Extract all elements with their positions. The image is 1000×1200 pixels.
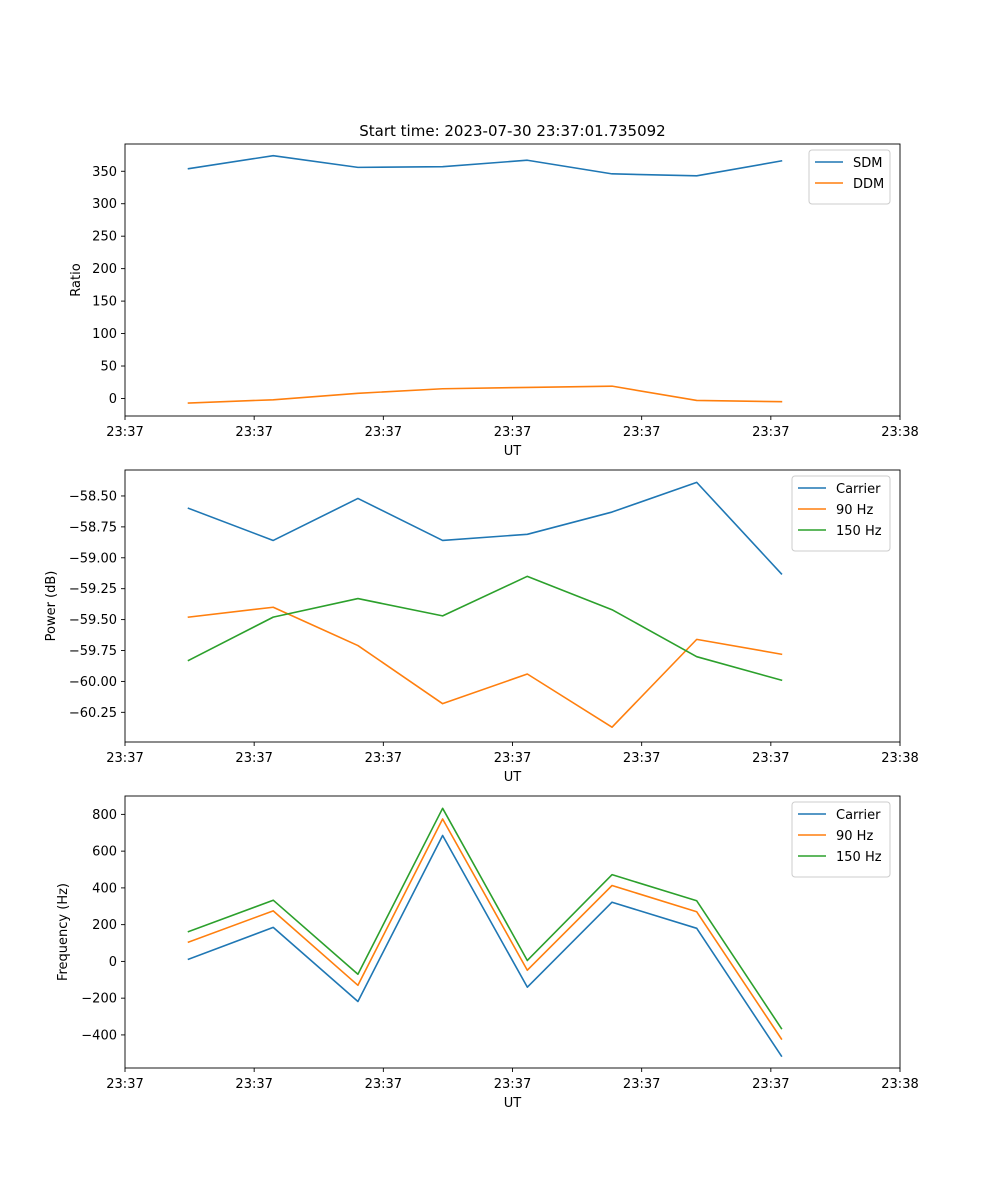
x-tick-label: 23:37 [494, 751, 531, 766]
legend: SDM DDM [808, 149, 891, 205]
series-line-ddm [187, 385, 783, 404]
legend-box [808, 149, 891, 205]
x-tick-label: 23:37 [235, 751, 272, 766]
legend-label: 90 Hz [836, 829, 873, 844]
y-tick-label: −60.25 [69, 706, 117, 721]
x-tick-label: 23:38 [881, 751, 918, 766]
x-tick-label: 23:37 [623, 425, 660, 440]
y-tick-label: −59.25 [69, 582, 117, 597]
y-axis-label: Ratio [69, 263, 84, 296]
series-line-150-hz [187, 807, 783, 1030]
series-line-90-hz [187, 818, 783, 1041]
legend-label: 150 Hz [836, 850, 882, 865]
frequency-panel: 23:37 23:37 23:37 23:37 23:37 23:37 23:38 −400 −… [56, 795, 919, 1111]
y-tick-label: 150 [92, 295, 117, 310]
y-tick-label: 0 [109, 955, 117, 970]
power-panel: 23:37 23:37 23:37 23:37 23:37 23:37 23:38 −60.2… [44, 469, 919, 785]
x-tick-label: 23:37 [365, 751, 402, 766]
x-tick-label: 23:37 [106, 1077, 143, 1092]
x-tick-label: 23:38 [881, 425, 918, 440]
y-tick-label: 200 [92, 918, 117, 933]
y-tick-label: 50 [100, 360, 117, 375]
y-axis-label: Power (dB) [44, 571, 59, 642]
legend-label: 150 Hz [836, 524, 882, 539]
ratio-panel: Start time: 2023-07-30 23:37:01.735092 23… [69, 122, 919, 459]
x-tick-label: 23:37 [623, 1077, 660, 1092]
y-tick-label: −400 [81, 1028, 117, 1043]
y-tick-label: 250 [92, 230, 117, 245]
x-axis-label: UT [504, 444, 522, 459]
y-tick-label: −58.50 [69, 489, 117, 504]
x-tick-label: 23:37 [235, 1077, 272, 1092]
y-tick-label: −59.50 [69, 613, 117, 628]
x-tick-label: 23:37 [752, 1077, 789, 1092]
x-tick-label: 23:37 [365, 425, 402, 440]
x-tick-label: 23:38 [881, 1077, 918, 1092]
legend-label: Carrier [836, 482, 881, 497]
y-tick-label: 300 [92, 197, 117, 212]
y-tick-label: 800 [92, 808, 117, 823]
y-tick-label: −60.00 [69, 675, 117, 690]
series-line-carrier [187, 481, 783, 575]
y-axis-label: Frequency (Hz) [56, 883, 71, 981]
x-tick-label: 23:37 [106, 425, 143, 440]
chart-title: Start time: 2023-07-30 23:37:01.735092 [359, 122, 665, 140]
legend-label: Carrier [836, 808, 881, 823]
x-tick-label: 23:37 [752, 425, 789, 440]
x-tick-label: 23:37 [623, 751, 660, 766]
x-tick-label: 23:37 [494, 1077, 531, 1092]
y-tick-label: −58.75 [69, 520, 117, 535]
legend: Carrier 90 Hz 150 Hz [791, 801, 891, 878]
x-tick-label: 23:37 [752, 751, 789, 766]
x-axis-label: UT [504, 770, 522, 785]
y-tick-label: 100 [92, 327, 117, 342]
y-tick-label: −59.00 [69, 551, 117, 566]
series-line-carrier [187, 834, 783, 1058]
legend-label: SDM [853, 156, 882, 171]
x-tick-label: 23:37 [494, 425, 531, 440]
y-tick-label: 350 [92, 165, 117, 180]
series-line-150-hz [187, 575, 783, 682]
y-tick-label: 0 [109, 392, 117, 407]
legend-label: DDM [853, 177, 884, 192]
y-tick-label: 600 [92, 845, 117, 860]
x-axis-label: UT [504, 1096, 522, 1111]
legend-box [791, 801, 891, 878]
x-tick-label: 23:37 [235, 425, 272, 440]
y-tick-label: 200 [92, 262, 117, 277]
legend: Carrier 90 Hz 150 Hz [791, 475, 891, 552]
legend-box [791, 475, 891, 552]
y-tick-label: 400 [92, 881, 117, 896]
series-line-sdm [187, 154, 783, 177]
x-tick-label: 23:37 [106, 751, 143, 766]
x-tick-label: 23:37 [365, 1077, 402, 1092]
y-tick-label: −59.75 [69, 644, 117, 659]
legend-label: 90 Hz [836, 503, 873, 518]
y-tick-label: −200 [81, 992, 117, 1007]
